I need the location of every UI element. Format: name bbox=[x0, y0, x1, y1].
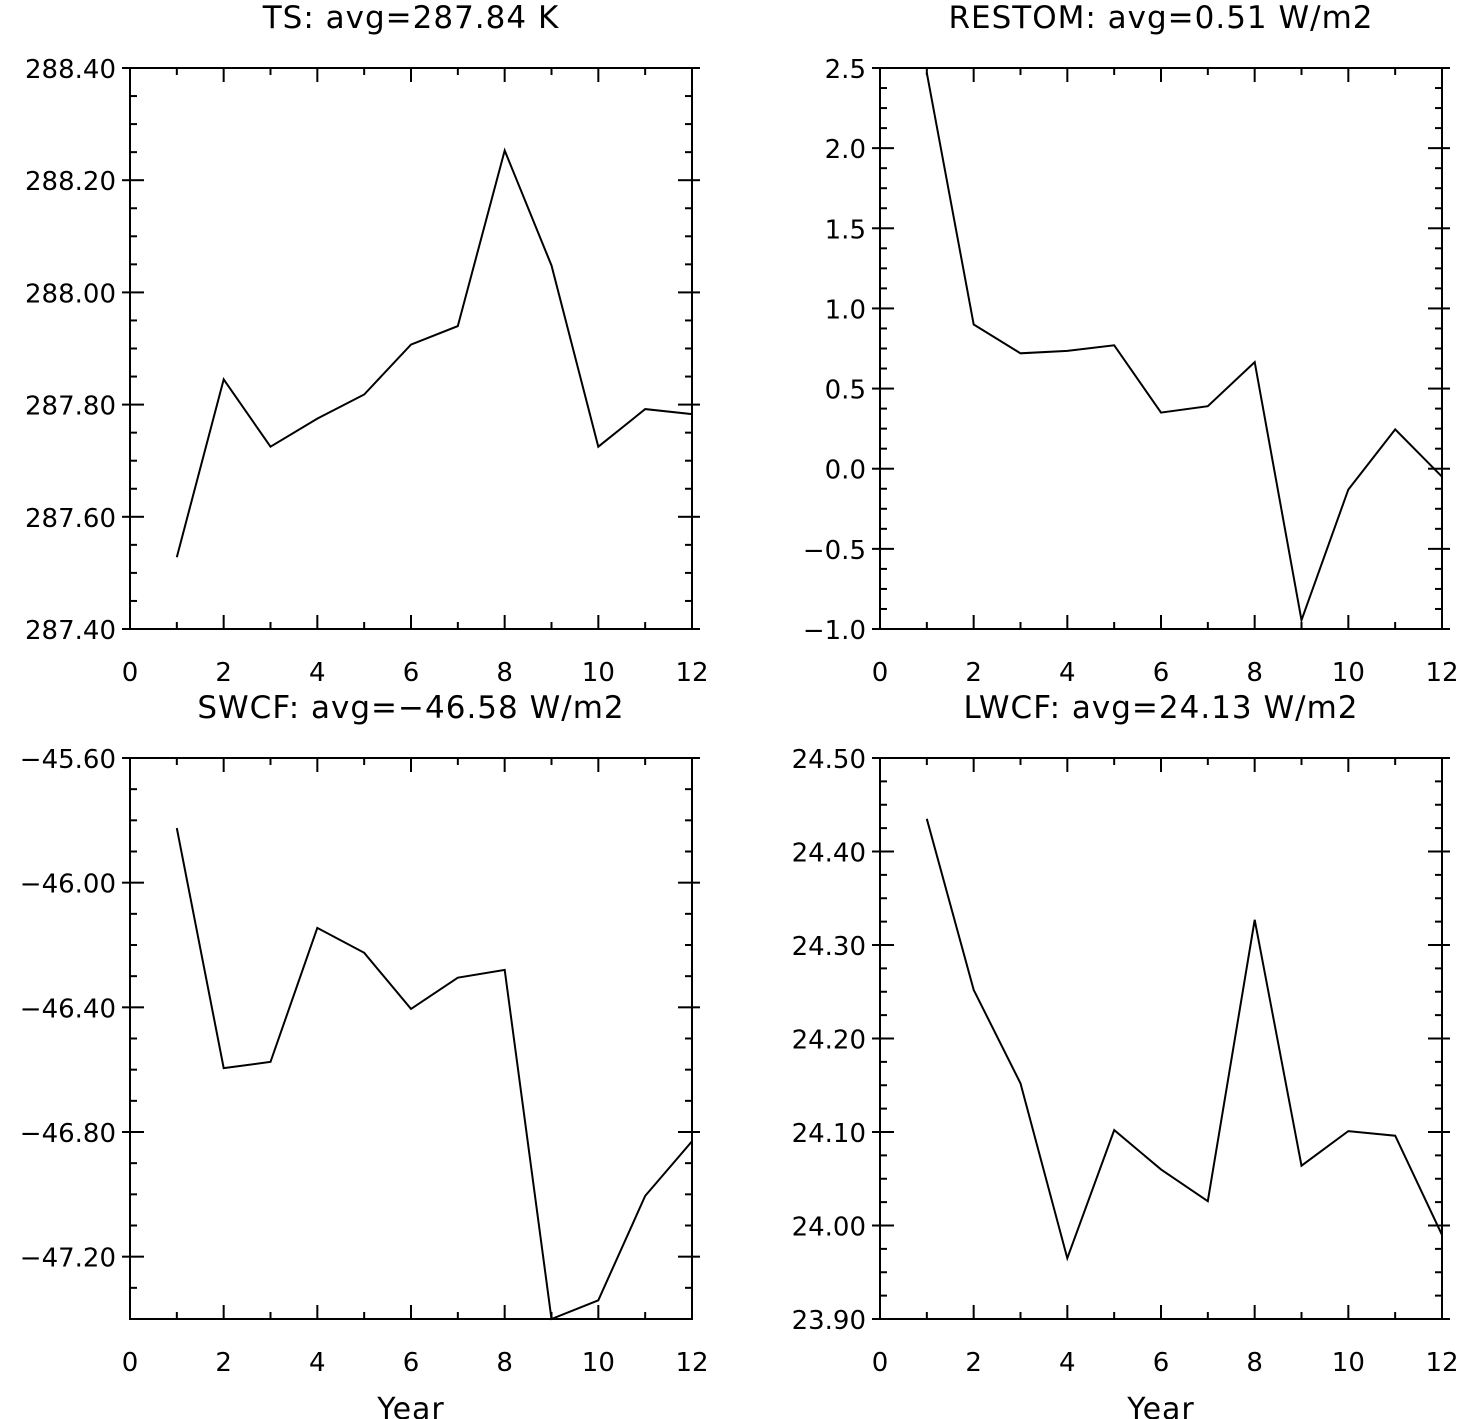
chart-title: RESTOM: avg=0.51 W/m2 bbox=[948, 0, 1373, 36]
y-tick-label: 287.80 bbox=[25, 392, 116, 422]
y-tick-label: 287.60 bbox=[25, 504, 116, 534]
x-tick-label: 0 bbox=[122, 658, 139, 688]
y-tick-label: 2.0 bbox=[825, 135, 866, 165]
series-line bbox=[175, 147, 693, 558]
y-tick-label: 24.20 bbox=[792, 1026, 866, 1056]
x-tick-label: 8 bbox=[496, 658, 513, 688]
y-tick-label: 24.30 bbox=[792, 932, 866, 962]
chart-title: SWCF: avg=−46.58 W/m2 bbox=[197, 690, 624, 726]
panel-swcf: SWCF: avg=−46.58 W/m2 Year 0 2 4 6 8 10 12 −47.… bbox=[20, 690, 709, 1419]
x-tick-label: 6 bbox=[403, 1348, 420, 1378]
y-tick-label: 24.00 bbox=[792, 1213, 866, 1243]
plot-frame bbox=[129, 67, 693, 630]
y-tick-label: −46.40 bbox=[20, 994, 116, 1024]
x-tick-label: 12 bbox=[1425, 1348, 1458, 1378]
x-tick-label: 10 bbox=[582, 1348, 615, 1378]
y-tick-label: 288.40 bbox=[25, 55, 116, 85]
x-tick-label: 6 bbox=[403, 658, 420, 688]
x-tick-label: 8 bbox=[1246, 1348, 1263, 1378]
x-tick-label: 8 bbox=[1246, 658, 1263, 688]
x-tick-label: 12 bbox=[675, 658, 708, 688]
x-tick-label: 4 bbox=[1059, 1348, 1076, 1378]
x-tick-label: 2 bbox=[965, 1348, 982, 1378]
plot-frame bbox=[879, 67, 1443, 630]
x-tick-label: 0 bbox=[122, 1348, 139, 1378]
x-tick-label: 10 bbox=[1332, 1348, 1365, 1378]
x-tick-label: 6 bbox=[1153, 658, 1170, 688]
x-tick-label: 10 bbox=[582, 658, 615, 688]
y-tick-label: 2.5 bbox=[825, 55, 866, 85]
x-tick-label: 2 bbox=[215, 1348, 232, 1378]
chart-title: TS: avg=287.84 K bbox=[262, 0, 560, 36]
x-tick-label: 4 bbox=[309, 658, 326, 688]
y-tick-label: 288.00 bbox=[25, 279, 116, 309]
x-tick-label: 12 bbox=[675, 1348, 708, 1378]
series-line bbox=[925, 818, 1443, 1262]
x-tick-label: 2 bbox=[215, 658, 232, 688]
y-tick-label: 24.10 bbox=[792, 1119, 866, 1149]
plot-frame bbox=[129, 757, 693, 1320]
x-tick-label: 6 bbox=[1153, 1348, 1170, 1378]
x-tick-label: 0 bbox=[872, 658, 889, 688]
y-tick-label: 23.90 bbox=[792, 1306, 866, 1336]
y-tick-label: −46.80 bbox=[20, 1119, 116, 1149]
plot-frame bbox=[879, 757, 1443, 1320]
series-line bbox=[175, 827, 693, 1321]
panel-restom: RESTOM: avg=0.51 W/m2 0 2 4 6 8 10 12 −1.0 −0.5 0… bbox=[803, 0, 1458, 688]
y-tick-label: 24.40 bbox=[792, 839, 866, 869]
series-line bbox=[925, 72, 1443, 625]
y-tick-label: 0.5 bbox=[825, 376, 866, 406]
y-tick-label: −45.60 bbox=[20, 745, 116, 775]
y-tick-label: 1.5 bbox=[825, 215, 866, 245]
y-tick-label: 287.40 bbox=[25, 616, 116, 646]
x-tick-label: 2 bbox=[965, 658, 982, 688]
x-tick-label: 10 bbox=[1332, 658, 1365, 688]
y-tick-label: 1.0 bbox=[825, 295, 866, 325]
chart-title: LWCF: avg=24.13 W/m2 bbox=[963, 690, 1358, 726]
x-tick-label: 4 bbox=[309, 1348, 326, 1378]
y-tick-label: −0.5 bbox=[803, 536, 866, 566]
panel-lwcf: LWCF: avg=24.13 W/m2 Year 0 2 4 6 8 10 12 23.90… bbox=[792, 690, 1458, 1419]
x-tick-label: 12 bbox=[1425, 658, 1458, 688]
x-tick-label: 4 bbox=[1059, 658, 1076, 688]
y-tick-label: 288.20 bbox=[25, 167, 116, 197]
y-tick-label: −46.00 bbox=[20, 870, 116, 900]
x-axis-label: Year bbox=[1126, 1392, 1195, 1419]
x-axis-label: Year bbox=[376, 1392, 445, 1419]
y-tick-label: 0.0 bbox=[825, 456, 866, 486]
x-tick-label: 8 bbox=[496, 1348, 513, 1378]
y-tick-label: −47.20 bbox=[20, 1244, 116, 1274]
x-tick-label: 0 bbox=[872, 1348, 889, 1378]
y-tick-label: −1.0 bbox=[803, 616, 866, 646]
panel-ts: TS: avg=287.84 K 0 2 4 6 8 10 12 287.40 287.60 28… bbox=[25, 0, 709, 688]
y-tick-label: 24.50 bbox=[792, 745, 866, 775]
